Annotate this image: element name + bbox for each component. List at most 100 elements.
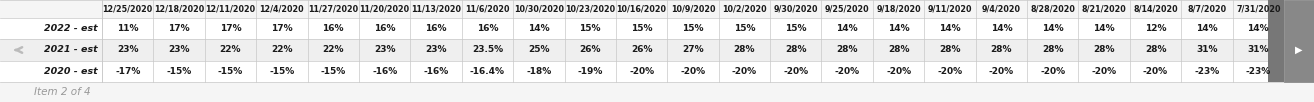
- Text: -15%: -15%: [218, 67, 243, 76]
- Text: 22%: 22%: [271, 45, 293, 54]
- Text: 23%: 23%: [168, 45, 189, 54]
- Text: 15%: 15%: [579, 24, 600, 33]
- Bar: [0, 39, 1314, 61]
- Text: -20%: -20%: [1041, 67, 1066, 76]
- Text: 14%: 14%: [1196, 24, 1218, 33]
- Text: 28%: 28%: [1144, 45, 1167, 54]
- Text: 2022 - est: 2022 - est: [45, 24, 99, 33]
- Text: 28%: 28%: [733, 45, 756, 54]
- Text: -18%: -18%: [526, 67, 552, 76]
- Text: 14%: 14%: [991, 24, 1012, 33]
- Text: 8/7/2020: 8/7/2020: [1188, 4, 1226, 13]
- Text: -16%: -16%: [372, 67, 397, 76]
- Text: -19%: -19%: [578, 67, 603, 76]
- Text: 10/23/2020: 10/23/2020: [565, 4, 615, 13]
- Text: 8/21/2020: 8/21/2020: [1081, 4, 1126, 13]
- Text: -15%: -15%: [321, 67, 346, 76]
- Text: 16%: 16%: [426, 24, 447, 33]
- Bar: [0, 18, 1314, 39]
- Text: -20%: -20%: [937, 67, 963, 76]
- Text: 28%: 28%: [991, 45, 1012, 54]
- Text: -20%: -20%: [629, 67, 654, 76]
- Text: 10/2/2020: 10/2/2020: [723, 4, 766, 13]
- Text: 14%: 14%: [888, 24, 909, 33]
- Text: 16%: 16%: [322, 24, 344, 33]
- Bar: [1268, 0, 1284, 82]
- Text: 9/11/2020: 9/11/2020: [928, 4, 972, 13]
- Text: 31%: 31%: [1196, 45, 1218, 54]
- Text: 17%: 17%: [271, 24, 293, 33]
- Text: 26%: 26%: [579, 45, 600, 54]
- Text: Item 2 of 4: Item 2 of 4: [34, 87, 91, 97]
- Text: 12/4/2020: 12/4/2020: [260, 4, 304, 13]
- Text: 14%: 14%: [940, 24, 961, 33]
- Bar: [0, 0, 1314, 18]
- Text: 14%: 14%: [528, 24, 549, 33]
- Text: 28%: 28%: [1042, 45, 1063, 54]
- Text: 17%: 17%: [168, 24, 191, 33]
- Text: 8/14/2020: 8/14/2020: [1133, 4, 1177, 13]
- Text: 7/31/2020: 7/31/2020: [1236, 4, 1281, 13]
- Text: 16%: 16%: [477, 24, 498, 33]
- Text: 12/11/2020: 12/11/2020: [205, 4, 255, 13]
- Text: -20%: -20%: [989, 67, 1014, 76]
- Text: 2021 - est: 2021 - est: [45, 45, 99, 54]
- Text: 23%: 23%: [117, 45, 138, 54]
- Text: 9/18/2020: 9/18/2020: [876, 4, 921, 13]
- Text: -16.4%: -16.4%: [470, 67, 505, 76]
- Text: 11/27/2020: 11/27/2020: [309, 4, 359, 13]
- Text: -20%: -20%: [886, 67, 911, 76]
- Text: -20%: -20%: [1143, 67, 1168, 76]
- Text: -20%: -20%: [732, 67, 757, 76]
- Text: 14%: 14%: [1247, 24, 1269, 33]
- Bar: [0, 61, 1314, 82]
- Text: ▶: ▶: [1296, 45, 1302, 55]
- Text: 23%: 23%: [374, 45, 396, 54]
- Text: 22%: 22%: [219, 45, 242, 54]
- Bar: [1284, 0, 1314, 82]
- Text: -16%: -16%: [423, 67, 448, 76]
- Text: 22%: 22%: [322, 45, 344, 54]
- Text: 28%: 28%: [940, 45, 961, 54]
- Text: 28%: 28%: [784, 45, 807, 54]
- Text: 10/30/2020: 10/30/2020: [514, 4, 564, 13]
- Text: 11/20/2020: 11/20/2020: [360, 4, 410, 13]
- Text: -23%: -23%: [1194, 67, 1219, 76]
- Text: 31%: 31%: [1247, 45, 1269, 54]
- Text: 16%: 16%: [374, 24, 396, 33]
- Text: 26%: 26%: [631, 45, 652, 54]
- Text: 28%: 28%: [1093, 45, 1114, 54]
- Text: 15%: 15%: [631, 24, 652, 33]
- Text: 23%: 23%: [426, 45, 447, 54]
- Text: 14%: 14%: [1042, 24, 1063, 33]
- Text: -20%: -20%: [783, 67, 808, 76]
- Text: -20%: -20%: [834, 67, 859, 76]
- Text: 9/25/2020: 9/25/2020: [825, 4, 870, 13]
- Text: 12/25/2020: 12/25/2020: [102, 4, 152, 13]
- Text: 23.5%: 23.5%: [472, 45, 503, 54]
- Text: -15%: -15%: [167, 67, 192, 76]
- Text: 9/4/2020: 9/4/2020: [982, 4, 1021, 13]
- Text: 2020 - est: 2020 - est: [45, 67, 99, 76]
- Text: 10/16/2020: 10/16/2020: [616, 4, 666, 13]
- Text: 17%: 17%: [219, 24, 242, 33]
- Text: 8/28/2020: 8/28/2020: [1030, 4, 1075, 13]
- Text: 10/9/2020: 10/9/2020: [670, 4, 715, 13]
- Text: 12/18/2020: 12/18/2020: [154, 4, 204, 13]
- Text: -15%: -15%: [269, 67, 294, 76]
- Text: 11/13/2020: 11/13/2020: [411, 4, 461, 13]
- Text: -20%: -20%: [1092, 67, 1117, 76]
- Text: -23%: -23%: [1246, 67, 1271, 76]
- Text: 15%: 15%: [733, 24, 756, 33]
- Text: 27%: 27%: [682, 45, 704, 54]
- Text: -17%: -17%: [116, 67, 141, 76]
- Text: 28%: 28%: [888, 45, 909, 54]
- Text: -20%: -20%: [681, 67, 706, 76]
- Text: 15%: 15%: [784, 24, 807, 33]
- Text: 14%: 14%: [837, 24, 858, 33]
- Text: 11/6/2020: 11/6/2020: [465, 4, 510, 13]
- Text: 25%: 25%: [528, 45, 549, 54]
- Text: 14%: 14%: [1093, 24, 1116, 33]
- Text: 12%: 12%: [1144, 24, 1167, 33]
- Text: 9/30/2020: 9/30/2020: [774, 4, 819, 13]
